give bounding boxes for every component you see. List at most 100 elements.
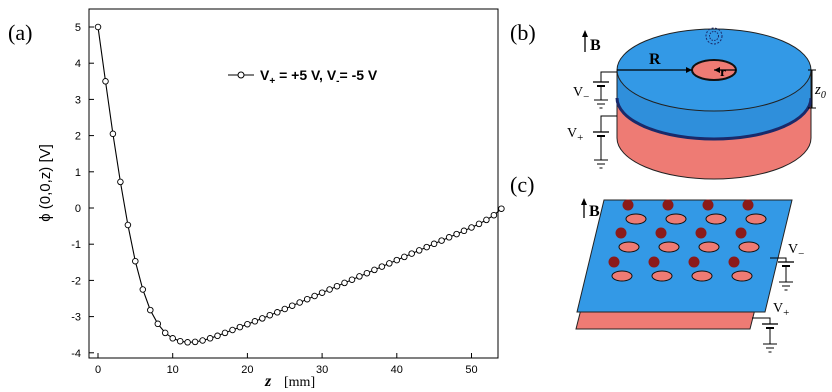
x-tick-label: 20 <box>241 364 253 376</box>
y-tick-label: -2 <box>71 275 81 287</box>
plate-hole <box>665 213 687 225</box>
x-axis-label-var: z <box>264 373 272 390</box>
y-axis-label: ϕ (0,0,z) [V] <box>37 144 54 222</box>
legend: V+ = +5 V, V-= -5 V <box>228 67 378 87</box>
b-field-label-c: B <box>589 203 600 220</box>
hole-grid <box>608 199 767 282</box>
data-point <box>333 282 341 290</box>
big-radius-arrowhead <box>686 67 692 73</box>
battery-v-minus <box>593 71 617 109</box>
data-point <box>453 230 460 238</box>
data-point <box>401 253 408 261</box>
data-point <box>468 224 475 231</box>
y-tick-label: 3 <box>75 94 81 106</box>
plate-hole <box>618 241 640 253</box>
plot-frame <box>88 8 499 359</box>
v-minus-label-c: V− <box>788 242 804 260</box>
data-point <box>490 211 498 219</box>
data-point <box>274 309 281 316</box>
particle-dot <box>742 199 754 211</box>
data-point <box>498 205 505 212</box>
data-point <box>94 23 102 31</box>
data-point <box>371 266 378 274</box>
data-point <box>460 227 468 235</box>
x-axis-ticks: 0 10 20 30 40 50 <box>95 353 478 376</box>
particle-dot <box>728 256 740 268</box>
top-disk-edge <box>615 97 813 141</box>
top-plate <box>576 199 793 313</box>
particle-dot <box>622 199 634 211</box>
data-point <box>326 286 333 293</box>
b-field-label: B <box>590 37 601 54</box>
legend-text: V+ = +5 V, V-= -5 V <box>260 67 378 87</box>
battery-v-plus <box>593 115 617 169</box>
atom-cluster-icon <box>705 27 723 45</box>
data-point <box>214 332 221 340</box>
particle-dot <box>735 227 747 239</box>
data-point <box>288 302 296 309</box>
data-point <box>251 318 259 325</box>
plate-hole <box>651 270 673 282</box>
y-tick-label: -1 <box>71 239 81 251</box>
data-point <box>296 299 303 306</box>
data-point <box>281 305 289 313</box>
y-tick-label: 4 <box>75 58 81 70</box>
data-point <box>132 257 139 265</box>
panel-b-label: (b) <box>510 20 536 45</box>
data-point <box>221 329 229 337</box>
diagram-c: B V− V+ <box>575 198 804 353</box>
particle-dot <box>662 199 674 211</box>
plate-hole <box>658 241 680 253</box>
y-tick-label: 5 <box>75 22 81 34</box>
particle-dot <box>648 256 660 268</box>
v-plus-label-c: V+ <box>773 301 789 319</box>
data-point <box>415 247 423 254</box>
small-radius-label: r <box>720 65 726 80</box>
data-point <box>184 339 191 346</box>
data-point <box>161 329 169 337</box>
y-tick-label: 2 <box>75 131 81 143</box>
x-tick-label: 40 <box>391 364 403 376</box>
data-point <box>191 338 199 346</box>
y-tick-label: -4 <box>71 348 81 360</box>
particle-dot <box>702 199 714 211</box>
particle-dot <box>695 227 707 239</box>
plate-hole <box>698 241 720 253</box>
data-point <box>102 78 109 85</box>
data-point <box>229 326 236 334</box>
plate-hole <box>738 241 760 253</box>
data-point <box>386 260 393 267</box>
battery-v-minus-c <box>770 257 794 291</box>
small-radius-arrowhead <box>714 67 720 73</box>
big-radius-label: R <box>649 51 661 68</box>
data-point <box>147 306 154 314</box>
data-point <box>363 269 371 277</box>
data-point <box>206 335 214 342</box>
b-field-arrowhead-c <box>581 198 587 205</box>
data-point <box>259 315 266 322</box>
data-point <box>318 289 326 296</box>
data-point <box>303 295 311 303</box>
data-point <box>109 130 117 138</box>
y-tick-label: -3 <box>71 312 81 324</box>
data-point <box>176 337 184 345</box>
x-tick-label: 50 <box>465 364 477 376</box>
gap-label: z0 <box>814 82 826 101</box>
v-plus-label-b: V+ <box>567 126 583 144</box>
plate-hole <box>691 270 713 282</box>
particle-dot <box>688 256 700 268</box>
particle-dot <box>615 227 627 239</box>
data-point <box>445 234 453 241</box>
y-axis-ticks: 5 4 3 2 1 0 -1 -2 -3 -4 <box>71 22 94 360</box>
data-point <box>124 221 132 229</box>
data-point <box>430 240 438 248</box>
panel-c-label: (c) <box>510 172 534 197</box>
x-tick-label: 0 <box>95 364 101 376</box>
b-field-arrowhead <box>582 30 588 37</box>
legend-marker <box>237 71 245 79</box>
data-point <box>117 178 124 186</box>
y-tick-label: 0 <box>75 203 81 215</box>
data-point <box>169 335 176 342</box>
